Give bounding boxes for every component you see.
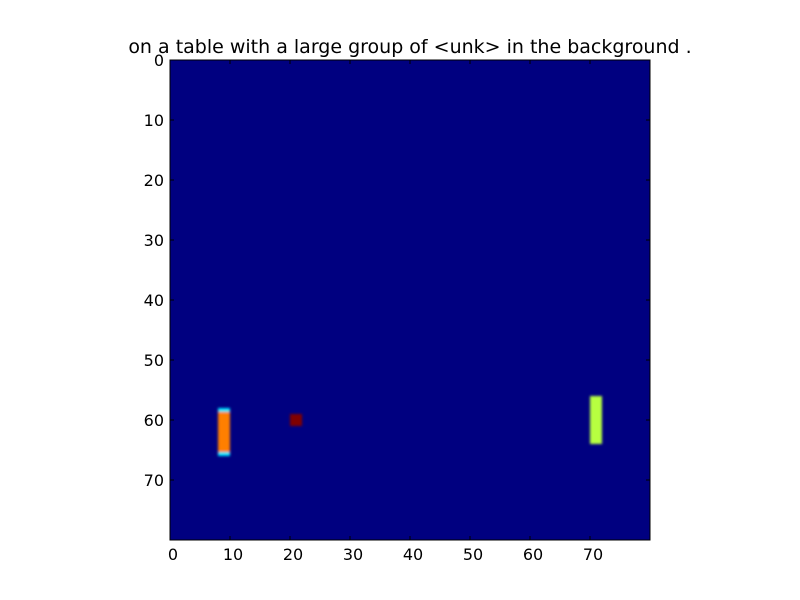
x-axis: 0 10 20 30 40 50 60 70 [168,60,603,564]
x-tick-label: 60 [523,545,543,564]
y-tick-label: 10 [144,111,164,130]
x-tick-label: 30 [343,545,363,564]
y-tick-label: 50 [144,351,164,370]
y-tick-label: 0 [154,51,164,70]
x-tick-label: 50 [463,545,483,564]
x-tick-label: 70 [583,545,603,564]
y-tick-label: 40 [144,291,164,310]
y-tick-label: 70 [144,471,164,490]
x-tick-label: 10 [223,545,243,564]
chart-title: on a table with a large group of <unk> i… [128,36,691,58]
heatmap-region-cell [590,396,602,444]
x-tick-label: 0 [168,545,178,564]
y-tick-label: 60 [144,411,164,430]
heatmap-region-core [218,411,230,453]
heatmap-region-2 [290,414,302,426]
x-tick-label: 20 [283,545,303,564]
heatmap-regions [218,396,602,456]
y-axis: 0 10 20 30 40 50 60 70 [144,51,650,490]
plot-background [170,60,650,540]
heatmap-region-1 [218,408,230,456]
y-tick-label: 30 [144,231,164,250]
heatmap-region-3 [590,396,602,444]
heatmap-region-cell [290,414,302,426]
x-tick-label: 40 [403,545,423,564]
y-tick-label: 20 [144,171,164,190]
